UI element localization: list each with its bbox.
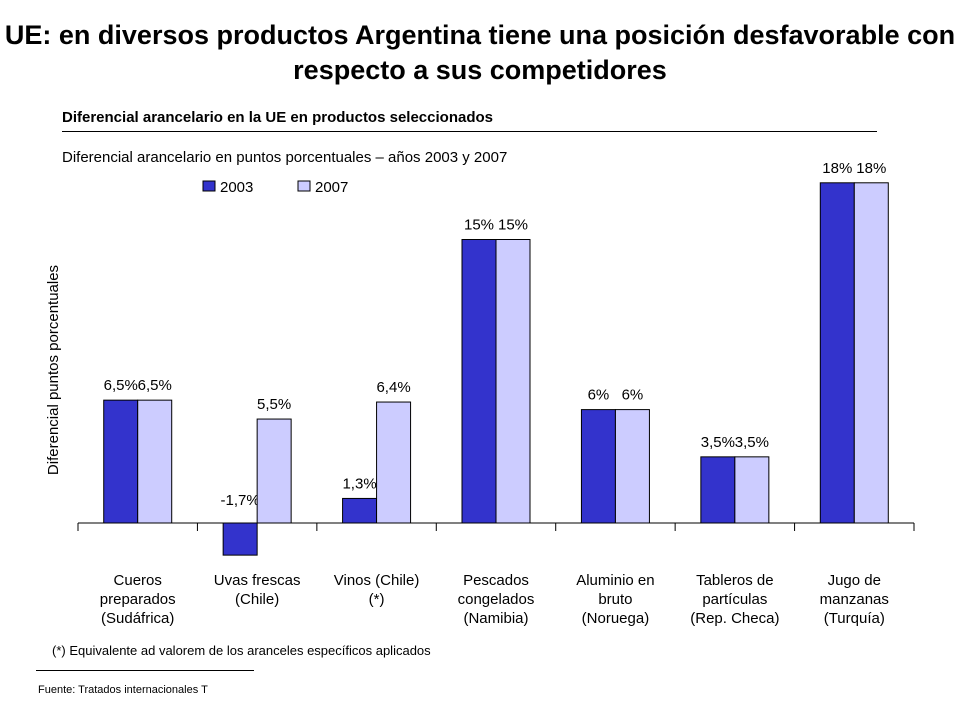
x-tick-label: (Sudáfrica) [101, 610, 174, 627]
x-tick-label: partículas [702, 591, 767, 608]
bar-2007 [256, 418, 292, 524]
data-label-2007: 6% [622, 387, 644, 404]
bar-2003 [819, 182, 855, 524]
bar-2007 [376, 401, 412, 524]
x-tick-label: (Rep. Checa) [690, 610, 779, 627]
bar-2007 [853, 182, 889, 524]
data-label-2007: 6,4% [376, 379, 410, 396]
source-note: Fuente: Tratados internacionales T [38, 684, 208, 696]
data-label-2003: 3,5% [701, 434, 735, 451]
data-label-2003: 6% [588, 387, 610, 404]
legend-label-2007: 2007 [315, 179, 348, 196]
x-tick-label: Tableros de [696, 572, 774, 589]
x-tick-label: Jugo de [828, 572, 881, 589]
legend-swatch-2003 [202, 180, 216, 192]
page-title: UE: en diversos productos Argentina tien… [4, 20, 956, 85]
x-tick-label: congelados [458, 591, 535, 608]
legend-label-2003: 2003 [220, 179, 253, 196]
bar-2003 [580, 409, 616, 524]
x-tick-label: (Noruega) [582, 610, 650, 627]
chart-subtitle: Diferencial arancelario en la UE en prod… [62, 109, 493, 126]
legend-swatch-2007 [297, 180, 311, 192]
data-label-2003: -1,7% [221, 492, 260, 509]
data-label-2007: 3,5% [735, 434, 769, 451]
data-label-2003: 18% [822, 160, 852, 177]
data-label-2003: 15% [464, 217, 494, 234]
x-tick-label: (Chile) [235, 591, 279, 608]
x-tick-label: preparados [100, 591, 176, 608]
x-tick-label: bruto [598, 591, 632, 608]
bar-2007 [137, 399, 173, 524]
data-label-2003: 6,5% [104, 377, 138, 394]
bar-2007 [495, 239, 531, 524]
x-tick-label: Aluminio en [576, 572, 654, 589]
bar-2003 [103, 399, 139, 524]
x-tick-label: manzanas [820, 591, 889, 608]
bar-2007 [734, 456, 770, 524]
data-label-2007: 18% [856, 160, 886, 177]
x-tick-label: (*) [369, 591, 385, 608]
bar-2003 [222, 522, 258, 556]
chart-description: Diferencial arancelario en puntos porcen… [62, 149, 508, 166]
data-label-2007: 5,5% [257, 396, 291, 413]
bar-2007 [614, 409, 650, 524]
x-tick-label: (Namibia) [463, 610, 528, 627]
bar-2003 [700, 456, 736, 524]
x-tick-label: Cueros [114, 572, 162, 589]
x-tick-label: (Turquía) [824, 610, 885, 627]
data-label-2007: 15% [498, 217, 528, 234]
bar-2003 [461, 239, 497, 524]
bar-2003 [342, 497, 378, 524]
y-axis-label: Diferencial puntos porcentuales [45, 265, 62, 475]
data-label-2007: 6,5% [138, 377, 172, 394]
x-tick-label: Vinos (Chile) [334, 572, 420, 589]
footnote: (*) Equivalente ad valorem de los arance… [52, 643, 431, 658]
subtitle-divider [62, 131, 877, 132]
footnote-divider [36, 670, 254, 671]
data-label-2003: 1,3% [342, 475, 376, 492]
x-tick-label: Pescados [463, 572, 529, 589]
x-tick-label: Uvas frescas [214, 572, 301, 589]
